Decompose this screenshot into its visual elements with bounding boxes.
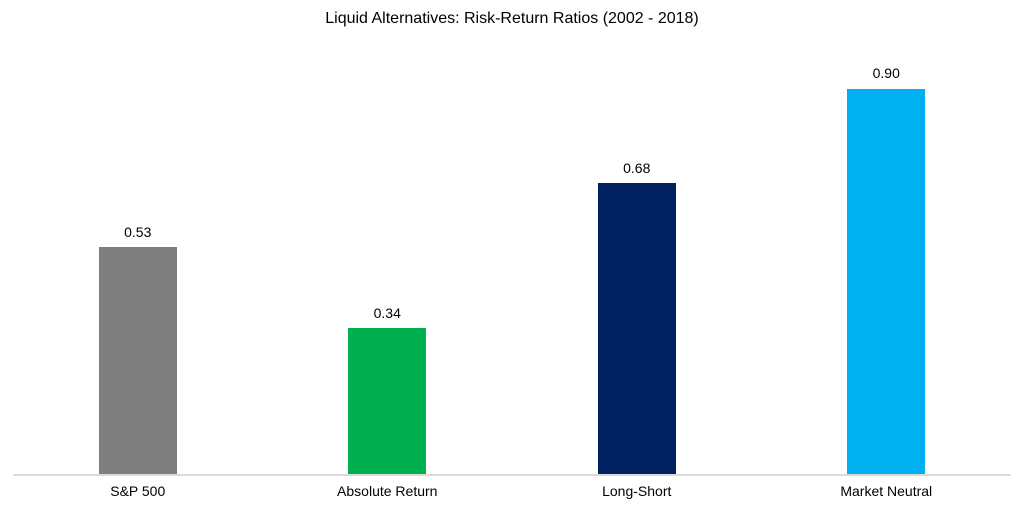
bar-value-label: 0.68 <box>623 159 651 176</box>
category-axis-labels: S&P 500 Absolute Return Long-Short Market N… <box>13 483 1011 499</box>
bars-row: 0.53 0.34 0.68 0.90 <box>13 46 1011 474</box>
bar <box>348 328 427 474</box>
bar-group: 0.68 <box>512 46 762 474</box>
bar-group: 0.90 <box>762 46 1012 474</box>
bar-value-label: 0.90 <box>872 65 900 82</box>
bar-group: 0.53 <box>13 46 263 474</box>
category-label: Absolute Return <box>337 483 438 499</box>
category-label: S&P 500 <box>110 483 166 499</box>
category-label: Market Neutral <box>840 483 933 499</box>
plot-area: 0.53 0.34 0.68 0.90 <box>13 46 1011 476</box>
bar-value-label: 0.34 <box>373 305 401 322</box>
bar-group: 0.34 <box>263 46 513 474</box>
category-label: Long-Short <box>602 483 672 499</box>
bar-value-label: 0.53 <box>124 223 152 240</box>
x-axis-line <box>13 474 1011 476</box>
bar <box>98 247 177 474</box>
bar <box>597 182 676 474</box>
chart-title: Liquid Alternatives: Risk-Return Ratios … <box>325 10 699 27</box>
bar <box>847 88 926 474</box>
